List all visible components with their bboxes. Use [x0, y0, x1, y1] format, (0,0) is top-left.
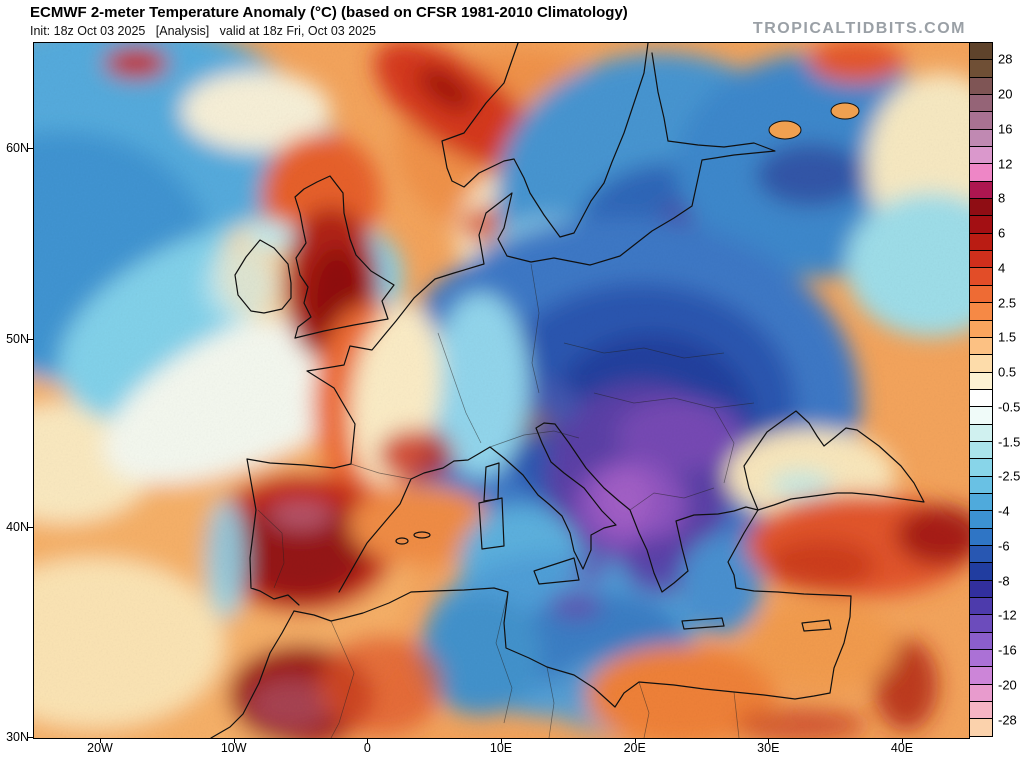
longitude-tick	[902, 738, 903, 743]
colorbar-tick-label: 6	[998, 225, 1006, 241]
tropicaltidbits-watermark: TROPICALTIDBITS.COM	[752, 20, 966, 37]
longitude-label: 10W	[220, 741, 247, 755]
colorbar-tick-label: 12	[998, 156, 1013, 172]
country-borders	[257, 263, 755, 738]
longitude-label: 30E	[757, 741, 780, 755]
colorbar-cell	[970, 303, 992, 321]
colorbar-tick-label: -2.5	[998, 468, 1021, 484]
latitude-label: 60N	[6, 141, 29, 155]
colorbar-tick-label: 1.5	[998, 329, 1017, 345]
colorbar-tick-label: -1.5	[998, 434, 1021, 450]
map-init-valid-line: Init: 18z Oct 03 2025 [Analysis] valid a…	[30, 24, 377, 38]
colorbar-tick-label: -12	[998, 607, 1017, 623]
colorbar-cell	[970, 545, 992, 564]
colorbar-cell	[970, 580, 992, 598]
longitude-tick	[634, 738, 636, 743]
colorbar-cell	[970, 60, 992, 78]
colorbar-cell	[970, 129, 992, 148]
temperature-anomaly-map	[33, 42, 970, 739]
longitude-tick	[367, 738, 369, 743]
coastlines	[210, 43, 925, 738]
colorbar-cell	[970, 337, 992, 356]
colorbar-cell	[970, 181, 992, 200]
colorbar-tick-label: 20	[998, 86, 1013, 102]
colorbar-cell	[970, 528, 992, 546]
colorbar-tick-label: 0.5	[998, 364, 1017, 380]
colorbar-cell	[970, 164, 992, 182]
colorbar-cell	[970, 372, 992, 390]
longitude-tick	[768, 738, 770, 743]
map-svg	[34, 43, 969, 738]
longitude-tick	[100, 738, 101, 743]
colorbar-cell	[970, 424, 992, 442]
latitude-label: 50N	[6, 332, 29, 346]
longitude-label: 20W	[87, 741, 113, 755]
latitude-label: 40N	[6, 520, 29, 534]
colorbar-cell	[970, 268, 992, 286]
colorbar-labels: 28 20 16 12 8 6 4 2.5 1.5 0.5 -0.5 -1.5 -2.5 -4 -6 -8 -1…	[998, 42, 1024, 737]
colorbar-cell	[970, 667, 992, 685]
colorbar-tick-label: -6	[998, 538, 1010, 554]
colorbar-cell	[970, 95, 992, 113]
colorbar-tick-label: 2.5	[998, 295, 1017, 311]
colorbar-cell	[970, 216, 992, 234]
colorbar-tick-label: -8	[998, 573, 1010, 589]
colorbar-cell	[970, 355, 992, 373]
colorbar-cell	[970, 389, 992, 408]
colorbar-tick-label: -0.5	[998, 399, 1021, 415]
colorbar-tick-label: -4	[998, 503, 1010, 519]
colorbar-cell	[970, 493, 992, 512]
colorbar-cell	[970, 615, 992, 633]
longitude-tick	[501, 738, 502, 743]
temperature-colorbar	[969, 42, 993, 737]
latitude-tick	[27, 527, 33, 528]
latitude-tick	[27, 148, 33, 149]
longitude-label: 20E	[623, 741, 646, 755]
map-title: ECMWF 2-meter Temperature Anomaly (°C) (…	[30, 4, 628, 21]
colorbar-cell	[970, 650, 992, 668]
colorbar-tick-label: -16	[998, 642, 1017, 658]
colorbar-cell	[970, 285, 992, 304]
colorbar-cell	[970, 598, 992, 616]
colorbar-cell	[970, 632, 992, 651]
colorbar-tick-label: 4	[998, 260, 1006, 276]
longitude-tick	[233, 738, 235, 743]
colorbar-cell	[970, 43, 992, 61]
colorbar-cell	[970, 112, 992, 130]
longitude-label: 0	[363, 741, 371, 755]
colorbar-cell	[970, 320, 992, 338]
longitude-label: 10E	[489, 741, 513, 755]
colorbar-cell	[970, 476, 992, 494]
colorbar-cell	[970, 511, 992, 529]
colorbar-tick-label: -20	[998, 677, 1017, 693]
colorbar-cell	[970, 684, 992, 703]
anomaly-shading-layer	[34, 43, 969, 738]
colorbar-cell	[970, 459, 992, 477]
colorbar-tick-label: 16	[998, 121, 1013, 137]
grain-texture	[34, 43, 969, 738]
latitude-tick	[27, 737, 33, 738]
colorbar-tick-label: 8	[998, 190, 1006, 206]
longitude-label: 40E	[890, 741, 914, 755]
colorbar-tick-label: -28	[998, 712, 1017, 728]
colorbar-cell	[970, 233, 992, 252]
latitude-label: 30N	[6, 730, 29, 744]
colorbar-tick-label: 28	[998, 51, 1013, 67]
colorbar-cell	[970, 77, 992, 96]
colorbar-cell	[970, 702, 992, 720]
colorbar-cell	[970, 251, 992, 269]
colorbar-cell	[970, 719, 992, 736]
colorbar-cell	[970, 563, 992, 581]
colorbar-cell	[970, 147, 992, 165]
colorbar-cell	[970, 199, 992, 217]
colorbar-cell	[970, 441, 992, 460]
latitude-tick	[27, 339, 33, 340]
colorbar-cell	[970, 407, 992, 425]
